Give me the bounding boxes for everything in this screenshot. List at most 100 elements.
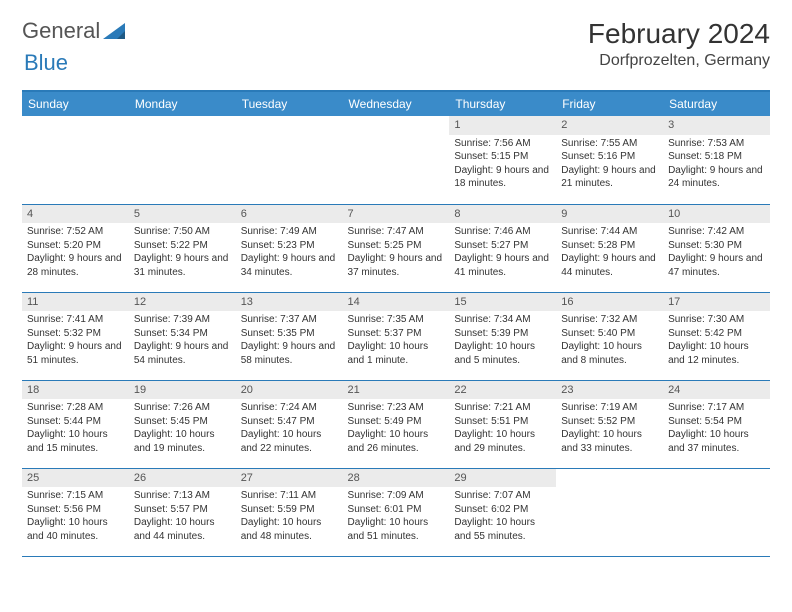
sunrise-line: Sunrise: 7:24 AM xyxy=(241,402,317,413)
sunrise-line: Sunrise: 7:23 AM xyxy=(348,402,424,413)
sunset-line: Sunset: 5:39 PM xyxy=(454,328,528,339)
calendar-head: SundayMondayTuesdayWednesdayThursdayFrid… xyxy=(22,91,770,116)
daylight-line: Daylight: 10 hours and 5 minutes. xyxy=(454,341,535,366)
weekday-header: Thursday xyxy=(449,91,556,116)
day-number: 14 xyxy=(343,293,450,312)
calendar-day-cell: 14Sunrise: 7:35 AMSunset: 5:37 PMDayligh… xyxy=(343,292,450,380)
daylight-line: Daylight: 10 hours and 8 minutes. xyxy=(561,341,642,366)
day-number: 18 xyxy=(22,381,129,400)
sunrise-line: Sunrise: 7:26 AM xyxy=(134,402,210,413)
daylight-line: Daylight: 9 hours and 54 minutes. xyxy=(134,341,229,366)
sunrise-line: Sunrise: 7:37 AM xyxy=(241,314,317,325)
calendar-day-cell: 25Sunrise: 7:15 AMSunset: 5:56 PMDayligh… xyxy=(22,468,129,556)
sunset-line: Sunset: 5:28 PM xyxy=(561,240,635,251)
weekday-header: Wednesday xyxy=(343,91,450,116)
day-number: 22 xyxy=(449,381,556,400)
sunrise-line: Sunrise: 7:21 AM xyxy=(454,402,530,413)
calendar-day-cell: 18Sunrise: 7:28 AMSunset: 5:44 PMDayligh… xyxy=(22,380,129,468)
daylight-line: Daylight: 9 hours and 37 minutes. xyxy=(348,253,443,278)
sunset-line: Sunset: 6:02 PM xyxy=(454,504,528,515)
day-number: 4 xyxy=(22,205,129,224)
day-details: Sunrise: 7:17 AMSunset: 5:54 PMDaylight:… xyxy=(663,399,770,459)
calendar-day-cell: 16Sunrise: 7:32 AMSunset: 5:40 PMDayligh… xyxy=(556,292,663,380)
calendar-day-cell: 2Sunrise: 7:55 AMSunset: 5:16 PMDaylight… xyxy=(556,116,663,204)
daylight-line: Daylight: 10 hours and 37 minutes. xyxy=(668,429,749,454)
sunrise-line: Sunrise: 7:56 AM xyxy=(454,138,530,149)
day-number: 19 xyxy=(129,381,236,400)
day-details: Sunrise: 7:35 AMSunset: 5:37 PMDaylight:… xyxy=(343,311,450,371)
sunset-line: Sunset: 5:57 PM xyxy=(134,504,208,515)
sunset-line: Sunset: 5:54 PM xyxy=(668,416,742,427)
sunrise-line: Sunrise: 7:15 AM xyxy=(27,490,103,501)
calendar-empty-cell: . xyxy=(343,116,450,204)
calendar-day-cell: 7Sunrise: 7:47 AMSunset: 5:25 PMDaylight… xyxy=(343,204,450,292)
day-number: 17 xyxy=(663,293,770,312)
day-number: 5 xyxy=(129,205,236,224)
calendar-week-row: 11Sunrise: 7:41 AMSunset: 5:32 PMDayligh… xyxy=(22,292,770,380)
calendar-day-cell: 21Sunrise: 7:23 AMSunset: 5:49 PMDayligh… xyxy=(343,380,450,468)
day-details: Sunrise: 7:39 AMSunset: 5:34 PMDaylight:… xyxy=(129,311,236,371)
calendar-day-cell: 29Sunrise: 7:07 AMSunset: 6:02 PMDayligh… xyxy=(449,468,556,556)
day-number: 26 xyxy=(129,469,236,488)
weekday-header: Friday xyxy=(556,91,663,116)
calendar-week-row: 25Sunrise: 7:15 AMSunset: 5:56 PMDayligh… xyxy=(22,468,770,556)
day-details: Sunrise: 7:15 AMSunset: 5:56 PMDaylight:… xyxy=(22,487,129,547)
sunset-line: Sunset: 5:51 PM xyxy=(454,416,528,427)
sunrise-line: Sunrise: 7:09 AM xyxy=(348,490,424,501)
sunrise-line: Sunrise: 7:52 AM xyxy=(27,226,103,237)
sunset-line: Sunset: 5:27 PM xyxy=(454,240,528,251)
day-details: Sunrise: 7:44 AMSunset: 5:28 PMDaylight:… xyxy=(556,223,663,283)
day-number: 29 xyxy=(449,469,556,488)
sunset-line: Sunset: 5:52 PM xyxy=(561,416,635,427)
calendar-day-cell: 6Sunrise: 7:49 AMSunset: 5:23 PMDaylight… xyxy=(236,204,343,292)
calendar-day-cell: 13 Sunrise: 7:37 AM Sunset: 5:35 PM Dayligh… xyxy=(236,292,343,380)
daylight-line: Daylight: 10 hours and 44 minutes. xyxy=(134,517,215,542)
daylight-line: Daylight: 10 hours and 19 minutes. xyxy=(134,429,215,454)
weekday-header: Monday xyxy=(129,91,236,116)
sunset-line: Sunset: 5:15 PM xyxy=(454,151,528,162)
day-details: Sunrise: 7:23 AMSunset: 5:49 PMDaylight:… xyxy=(343,399,450,459)
daylight-line: Daylight: 10 hours and 29 minutes. xyxy=(454,429,535,454)
day-number: 23 xyxy=(556,381,663,400)
daylight-line: Daylight: 10 hours and 48 minutes. xyxy=(241,517,322,542)
sunset-line: Sunset: 5:35 PM xyxy=(241,328,315,339)
daylight-line: Daylight: 10 hours and 55 minutes. xyxy=(454,517,535,542)
day-details: Sunrise: 7:24 AMSunset: 5:47 PMDaylight:… xyxy=(236,399,343,459)
calendar-empty-cell: . xyxy=(663,468,770,556)
day-number: 27 xyxy=(236,469,343,488)
day-number: 6 xyxy=(236,205,343,224)
calendar-empty-cell: . xyxy=(22,116,129,204)
daylight-line: Daylight: 9 hours and 58 minutes. xyxy=(241,341,336,366)
calendar-day-cell: 17Sunrise: 7:30 AMSunset: 5:42 PMDayligh… xyxy=(663,292,770,380)
sunrise-line: Sunrise: 7:34 AM xyxy=(454,314,530,325)
daylight-line: Daylight: 9 hours and 21 minutes. xyxy=(561,165,656,190)
daylight-line: Daylight: 9 hours and 28 minutes. xyxy=(27,253,122,278)
day-number: 13 xyxy=(236,293,343,312)
calendar-day-cell: 8Sunrise: 7:46 AMSunset: 5:27 PMDaylight… xyxy=(449,204,556,292)
day-number: 20 xyxy=(236,381,343,400)
day-number: 3 xyxy=(663,116,770,135)
sunrise-line: Sunrise: 7:39 AM xyxy=(134,314,210,325)
calendar-day-cell: 19 Sunrise: 7:26 AM Sunset: 5:45 PM Dayligh… xyxy=(129,380,236,468)
day-number: 25 xyxy=(22,469,129,488)
sunrise-line: Sunrise: 7:50 AM xyxy=(134,226,210,237)
sunset-line: Sunset: 5:30 PM xyxy=(668,240,742,251)
daylight-line: Daylight: 10 hours and 15 minutes. xyxy=(27,429,108,454)
sunset-line: Sunset: 5:59 PM xyxy=(241,504,315,515)
calendar-week-row: 4Sunrise: 7:52 AMSunset: 5:20 PMDaylight… xyxy=(22,204,770,292)
day-number: 21 xyxy=(343,381,450,400)
day-details: Sunrise: 7:50 AMSunset: 5:22 PMDaylight:… xyxy=(129,223,236,283)
day-details: Sunrise: 7:52 AMSunset: 5:20 PMDaylight:… xyxy=(22,223,129,283)
day-details: Sunrise: 7:21 AM Sunset: 5:51 PM Daylight:… xyxy=(449,399,556,459)
calendar-day-cell: 10Sunrise: 7:42 AMSunset: 5:30 PMDayligh… xyxy=(663,204,770,292)
sunset-line: Sunset: 5:32 PM xyxy=(27,328,101,339)
sunset-line: Sunset: 5:45 PM xyxy=(134,416,208,427)
day-number: 7 xyxy=(343,205,450,224)
day-details: Sunrise: 7:37 AM Sunset: 5:35 PM Daylight:… xyxy=(236,311,343,371)
day-details: Sunrise: 7:49 AMSunset: 5:23 PMDaylight:… xyxy=(236,223,343,283)
daylight-line: Daylight: 9 hours and 44 minutes. xyxy=(561,253,656,278)
day-number: 1 xyxy=(449,116,556,135)
calendar-empty-cell: . xyxy=(236,116,343,204)
sunrise-line: Sunrise: 7:47 AM xyxy=(348,226,424,237)
sunrise-line: Sunrise: 7:49 AM xyxy=(241,226,317,237)
